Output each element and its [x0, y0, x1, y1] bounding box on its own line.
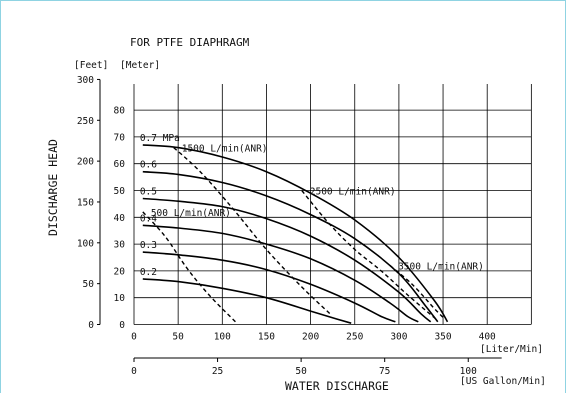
meter-tick-label: 50 [114, 186, 126, 197]
meter-tick-label: 80 [114, 106, 126, 117]
meter-unit-label: [Meter] [120, 60, 160, 71]
pressure-curve [142, 144, 449, 323]
meter-tick-label: 30 [114, 240, 126, 251]
liter-tick-label: 100 [214, 332, 231, 343]
pressure-curve [142, 224, 419, 323]
pressure-curve [142, 278, 352, 324]
feet-tick-label: 300 [77, 75, 94, 86]
air-consumption-lines [142, 147, 446, 323]
feet-tick-label: 100 [77, 238, 94, 249]
pressure-curve-label: 0.7 MPa [140, 133, 180, 144]
air-consumption-label: 500 L/min(ANR) [151, 208, 231, 219]
feet-tick-label: 250 [77, 116, 94, 127]
meter-tick-label: 60 [114, 159, 126, 170]
pressure-curve-label: 0.6 [140, 160, 157, 171]
meter-tick-label: 10 [114, 293, 126, 304]
pressure-curve [142, 197, 432, 323]
meter-tick-label: 40 [114, 213, 126, 224]
pressure-curve-label: 0.5 [140, 187, 157, 198]
feet-tick-label: 50 [83, 279, 95, 290]
axes [97, 78, 502, 362]
air-consumption-label: 3500 L/min(ANR) [398, 262, 484, 273]
pressure-curve-label: 0.4 [140, 213, 157, 224]
air-consumption-line [142, 211, 236, 323]
air-consumption-label: 1500 L/min(ANR) [182, 144, 268, 155]
liter-tick-label: 250 [346, 332, 363, 343]
pressure-curve-label: 0.3 [140, 240, 157, 251]
liter-tick-label: 400 [479, 332, 496, 343]
air-consumption-line [301, 190, 437, 320]
meter-tick-label: 70 [114, 132, 126, 143]
y-axis-title: DISCHARGE HEAD [46, 139, 60, 236]
pressure-curve [142, 251, 396, 323]
gallon-unit-label: [US Gallon/Min] [460, 376, 546, 387]
gallon-tick-label: 100 [460, 366, 477, 377]
liter-tick-label: 300 [390, 332, 407, 343]
gallon-tick-label: 50 [295, 366, 307, 377]
feet-tick-label: 200 [77, 157, 94, 168]
liter-tick-label: 50 [172, 332, 184, 343]
pressure-curve [142, 170, 439, 323]
pressure-curves [142, 144, 449, 324]
feet-tick-label: 0 [88, 320, 94, 331]
liter-tick-label: 0 [131, 332, 137, 343]
air-consumption-line [389, 264, 446, 320]
liter-tick-label: 150 [258, 332, 275, 343]
air-consumption-label: 2500 L/min(ANR) [310, 187, 396, 198]
liter-tick-label: 350 [434, 332, 451, 343]
gallon-tick-label: 0 [131, 366, 137, 377]
x-axis-title: WATER DISCHARGE [285, 379, 389, 393]
meter-tick-label: 20 [114, 266, 126, 277]
liter-unit-label: [Liter/Min] [480, 344, 543, 355]
feet-tick-label: 150 [77, 197, 94, 208]
gallon-tick-label: 75 [379, 366, 390, 377]
chart-title: FOR PTFE DIAPHRAGM [130, 36, 250, 49]
feet-unit-label: [Feet] [74, 60, 108, 71]
liter-tick-label: 200 [302, 332, 319, 343]
gallon-tick-label: 25 [212, 366, 223, 377]
grid-lines [133, 84, 532, 325]
curve-labels: 0.7 MPa 0.6 0.5 0.4 0.3 0.2 500 L/min(ANR) 1500… [140, 133, 484, 278]
pressure-curve-label: 0.2 [140, 267, 157, 278]
meter-tick-label: 0 [119, 320, 125, 331]
